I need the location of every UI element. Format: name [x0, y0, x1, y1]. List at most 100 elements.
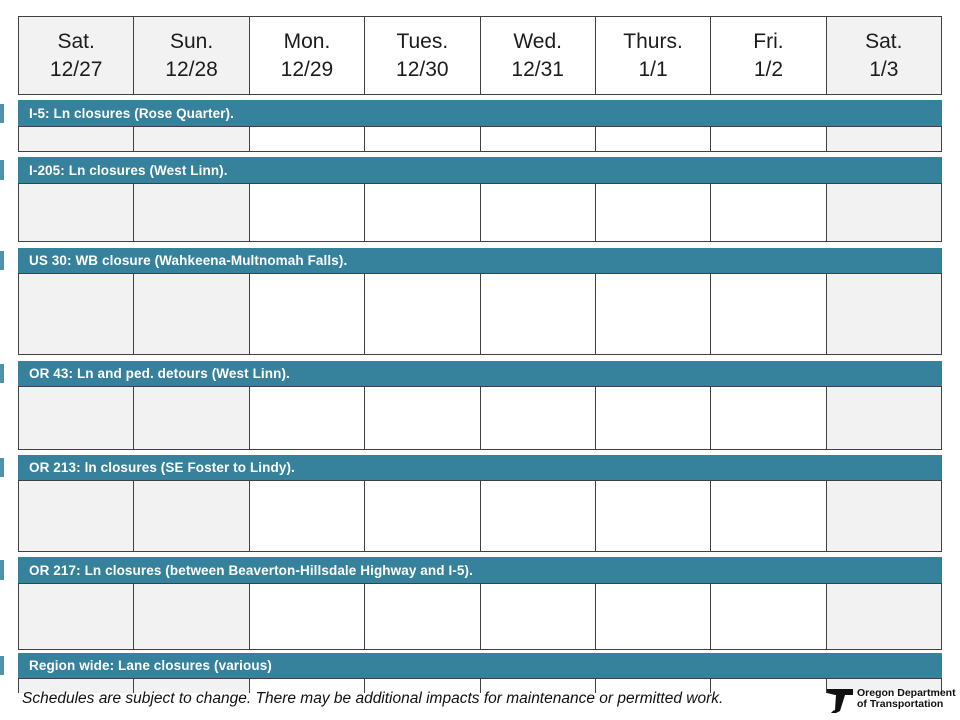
calendar-cell	[133, 184, 249, 241]
day-name: Sun.	[169, 29, 214, 53]
day-date: 12/29	[280, 57, 334, 81]
day-name: Sat.	[57, 29, 95, 53]
calendar-cell	[19, 274, 134, 354]
closure-banner-or217: OR 217: Ln closures (between Beaverton-H…	[18, 557, 942, 583]
calendar-cell	[710, 584, 825, 649]
calendar-cell	[133, 387, 249, 449]
schedule-row	[18, 183, 942, 242]
day-name: Mon.	[283, 29, 331, 53]
calendar-cell	[710, 387, 825, 449]
calendar-header-row: Sat. 12/27 Sun. 12/28 Mon. 12/29 Tues. 1…	[18, 16, 942, 95]
banner-edge-artifact	[0, 364, 4, 383]
header-cell-thurs-11: Thurs. 1/1	[594, 17, 710, 94]
calendar-cell	[825, 274, 941, 354]
calendar-cell	[825, 387, 941, 449]
calendar-cell	[19, 387, 134, 449]
closure-banner-regionwide: Region wide: Lane closures (various)	[18, 653, 942, 678]
calendar-cell	[133, 127, 249, 151]
closure-banner-i5: I-5: Ln closures (Rose Quarter).	[18, 100, 942, 126]
calendar-cell	[710, 184, 825, 241]
banner-edge-artifact	[0, 160, 4, 180]
calendar-cell	[364, 584, 479, 649]
calendar-cell	[133, 481, 249, 551]
calendar-cell	[479, 481, 595, 551]
odot-logo-text: Oregon Department of Transportation	[857, 688, 956, 710]
closure-banner-us30: US 30: WB closure (Wahkeena-Multnomah Fa…	[18, 248, 942, 273]
schedule-row	[18, 480, 942, 552]
calendar-cell	[364, 274, 479, 354]
calendar-cell	[710, 127, 825, 151]
day-date: 12/27	[49, 57, 103, 81]
calendar-cell	[594, 274, 710, 354]
odot-logo-icon	[827, 689, 853, 713]
odot-logo: Oregon Department of Transportation	[826, 684, 956, 714]
calendar-cell	[594, 481, 710, 551]
calendar-cell	[248, 584, 364, 649]
day-name: Sat.	[865, 29, 903, 53]
banner-edge-artifact	[0, 656, 4, 675]
header-cell-sun-1228: Sun. 12/28	[133, 17, 249, 94]
calendar-cell	[594, 127, 710, 151]
schedule-row-partial	[18, 678, 942, 693]
header-cell-sat-1227: Sat. 12/27	[19, 17, 134, 94]
calendar-cell	[594, 184, 710, 241]
calendar-cell	[19, 679, 134, 693]
odot-logo-line1: Oregon Department	[857, 687, 956, 699]
calendar-cell	[479, 387, 595, 449]
header-cell-fri-12: Fri. 1/2	[710, 17, 825, 94]
calendar-cell	[825, 481, 941, 551]
closure-banner-label: Region wide: Lane closures (various)	[29, 658, 272, 673]
header-cell-wed-1231: Wed. 12/31	[479, 17, 595, 94]
closure-banner-label: I-205: Ln closures (West Linn).	[29, 162, 228, 178]
calendar-cell	[248, 127, 364, 151]
calendar-cell	[594, 679, 710, 693]
calendar-cell	[825, 679, 941, 693]
closure-banner-label: I-5: Ln closures (Rose Quarter).	[29, 105, 234, 121]
day-name: Wed.	[513, 29, 562, 53]
banner-edge-artifact	[0, 251, 4, 270]
closure-banner-label: OR 43: Ln and ped. detours (West Linn).	[29, 366, 290, 381]
day-date: 12/31	[511, 57, 564, 81]
calendar-cell	[248, 184, 364, 241]
calendar-cell	[479, 127, 595, 151]
calendar-cell	[133, 584, 249, 649]
calendar-cell	[479, 274, 595, 354]
calendar-cell	[133, 679, 249, 693]
calendar-cell	[248, 274, 364, 354]
calendar-cell	[248, 387, 364, 449]
calendar-cell	[364, 184, 479, 241]
calendar-cell	[364, 481, 479, 551]
schedule-row	[18, 126, 942, 152]
day-date: 1/2	[753, 57, 784, 81]
calendar-cell	[479, 584, 595, 649]
closure-banner-i205: I-205: Ln closures (West Linn).	[18, 157, 942, 183]
calendar-cell	[133, 274, 249, 354]
closure-banner-label: US 30: WB closure (Wahkeena-Multnomah Fa…	[29, 253, 348, 268]
day-name: Tues.	[396, 29, 449, 53]
closure-banner-label: OR 217: Ln closures (between Beaverton-H…	[29, 562, 473, 578]
calendar-cell	[248, 481, 364, 551]
header-cell-tues-1230: Tues. 12/30	[364, 17, 479, 94]
closure-banner-or43: OR 43: Ln and ped. detours (West Linn).	[18, 361, 942, 386]
day-date: 12/30	[396, 57, 449, 81]
schedule-row	[18, 583, 942, 650]
odot-logo-line2: of Transportation	[857, 698, 944, 710]
banner-edge-artifact	[0, 560, 4, 580]
calendar-cell	[825, 584, 941, 649]
schedule-row	[18, 386, 942, 450]
calendar-cell	[248, 679, 364, 693]
calendar-cell	[479, 679, 595, 693]
calendar-cell	[825, 184, 941, 241]
calendar-cell	[364, 387, 479, 449]
header-cell-sat-13: Sat. 1/3	[825, 17, 941, 94]
calendar-cell	[19, 184, 134, 241]
banner-edge-artifact	[0, 458, 4, 477]
calendar-cell	[19, 584, 134, 649]
day-date: 12/28	[165, 57, 218, 81]
day-name: Thurs.	[623, 29, 683, 53]
day-date: 1/3	[869, 57, 899, 81]
closure-banner-or213: OR 213: ln closures (SE Foster to Lindy)…	[18, 455, 942, 480]
calendar-cell	[710, 679, 825, 693]
calendar-cell	[594, 584, 710, 649]
